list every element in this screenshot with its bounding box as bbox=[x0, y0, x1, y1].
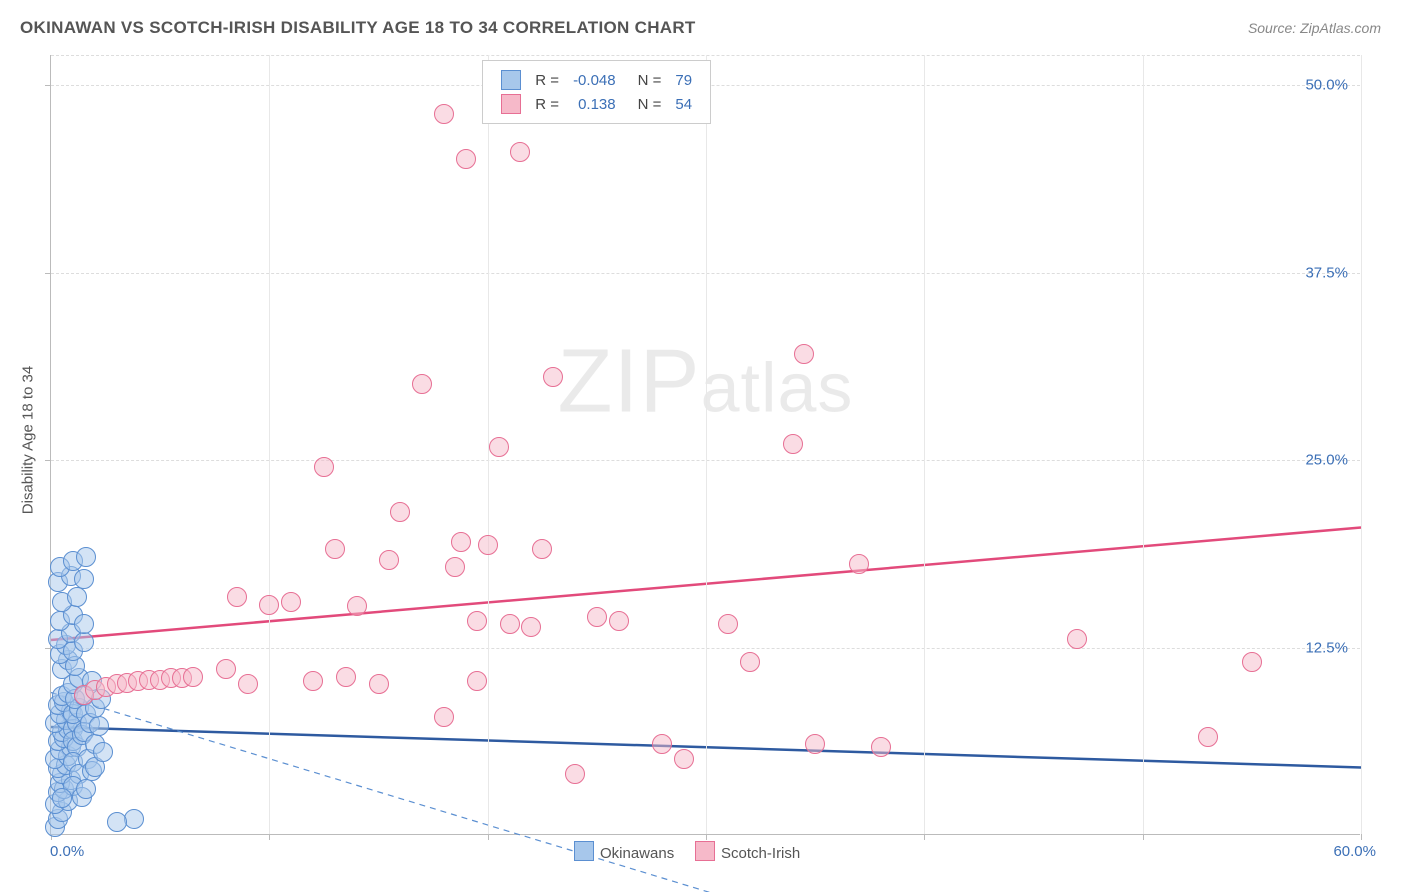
x-tick bbox=[269, 834, 270, 840]
scatter-point bbox=[259, 595, 279, 615]
grid-line-v bbox=[706, 55, 707, 834]
grid-line-v bbox=[269, 55, 270, 834]
x-tick bbox=[488, 834, 489, 840]
scatter-point bbox=[871, 737, 891, 757]
x-min-label: 0.0% bbox=[50, 843, 84, 860]
grid-line-v bbox=[1143, 55, 1144, 834]
scatter-point bbox=[124, 809, 144, 829]
y-axis-label: Disability Age 18 to 34 bbox=[20, 366, 37, 514]
scatter-point bbox=[1198, 727, 1218, 747]
y-tick bbox=[45, 460, 51, 461]
scatter-point bbox=[76, 779, 96, 799]
y-tick-label: 25.0% bbox=[1305, 452, 1348, 469]
x-tick bbox=[1361, 834, 1362, 840]
scatter-point bbox=[76, 547, 96, 567]
scatter-point bbox=[347, 596, 367, 616]
y-tick-label: 50.0% bbox=[1305, 77, 1348, 94]
scatter-point bbox=[456, 149, 476, 169]
scatter-point bbox=[467, 611, 487, 631]
scatter-point bbox=[107, 812, 127, 832]
scatter-point bbox=[543, 367, 563, 387]
scatter-point bbox=[451, 532, 471, 552]
grid-line-v bbox=[924, 55, 925, 834]
legend-swatch bbox=[501, 94, 521, 114]
source-credit: Source: ZipAtlas.com bbox=[1248, 20, 1381, 36]
scatter-plot: ZIPatlas 12.5%25.0%37.5%50.0% bbox=[50, 55, 1360, 835]
y-tick bbox=[45, 85, 51, 86]
scatter-point bbox=[281, 592, 301, 612]
scatter-point bbox=[336, 667, 356, 687]
legend-bottom: Okinawans Scotch-Irish bbox=[574, 841, 800, 862]
chart-title: OKINAWAN VS SCOTCH-IRISH DISABILITY AGE … bbox=[20, 18, 696, 38]
scatter-point bbox=[565, 764, 585, 784]
scatter-point bbox=[434, 104, 454, 124]
scatter-point bbox=[510, 142, 530, 162]
scatter-point bbox=[74, 569, 94, 589]
y-tick-label: 12.5% bbox=[1305, 639, 1348, 656]
scatter-point bbox=[478, 535, 498, 555]
scatter-point bbox=[74, 614, 94, 634]
scatter-point bbox=[227, 587, 247, 607]
x-max-label: 60.0% bbox=[1333, 843, 1376, 860]
scatter-point bbox=[532, 539, 552, 559]
scatter-point bbox=[609, 611, 629, 631]
scatter-point bbox=[1242, 652, 1262, 672]
grid-line-v bbox=[1361, 55, 1362, 834]
scatter-point bbox=[412, 374, 432, 394]
scatter-point bbox=[216, 659, 236, 679]
scatter-point bbox=[500, 614, 520, 634]
legend-swatch bbox=[501, 70, 521, 90]
scatter-point bbox=[74, 632, 94, 652]
scatter-point bbox=[89, 716, 109, 736]
scatter-point bbox=[1067, 629, 1087, 649]
scatter-point bbox=[369, 674, 389, 694]
legend-label: Okinawans bbox=[600, 845, 674, 862]
scatter-point bbox=[718, 614, 738, 634]
scatter-point bbox=[325, 539, 345, 559]
scatter-point bbox=[849, 554, 869, 574]
x-tick bbox=[706, 834, 707, 840]
scatter-point bbox=[652, 734, 672, 754]
scatter-point bbox=[740, 652, 760, 672]
scatter-point bbox=[587, 607, 607, 627]
scatter-point bbox=[521, 617, 541, 637]
scatter-point bbox=[434, 707, 454, 727]
scatter-point bbox=[379, 550, 399, 570]
scatter-point bbox=[805, 734, 825, 754]
scatter-point bbox=[93, 742, 113, 762]
scatter-point bbox=[390, 502, 410, 522]
y-tick-label: 37.5% bbox=[1305, 264, 1348, 281]
scatter-point bbox=[445, 557, 465, 577]
legend-stats: R =-0.048N =79R =0.138N =54 bbox=[482, 60, 711, 124]
legend-label: Scotch-Irish bbox=[721, 845, 800, 862]
scatter-point bbox=[467, 671, 487, 691]
scatter-point bbox=[67, 587, 87, 607]
legend-swatch bbox=[695, 841, 715, 861]
scatter-point bbox=[238, 674, 258, 694]
x-tick bbox=[1143, 834, 1144, 840]
scatter-point bbox=[794, 344, 814, 364]
scatter-point bbox=[52, 788, 72, 808]
y-tick bbox=[45, 273, 51, 274]
legend-swatch bbox=[574, 841, 594, 861]
scatter-point bbox=[183, 667, 203, 687]
scatter-point bbox=[303, 671, 323, 691]
scatter-point bbox=[489, 437, 509, 457]
scatter-point bbox=[314, 457, 334, 477]
scatter-point bbox=[674, 749, 694, 769]
x-tick bbox=[924, 834, 925, 840]
scatter-point bbox=[783, 434, 803, 454]
